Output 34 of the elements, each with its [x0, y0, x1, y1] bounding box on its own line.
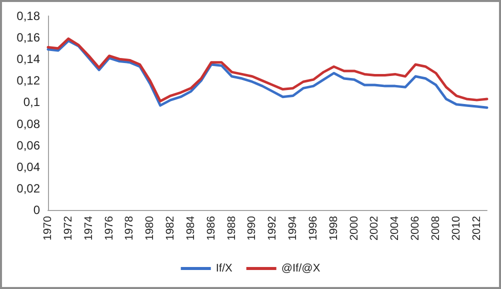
x-tick-label: 2002	[368, 216, 381, 240]
x-tick-label: 2008	[430, 216, 442, 240]
x-tick-label: 2010	[450, 216, 462, 240]
x-tick-label: 2004	[389, 216, 402, 240]
x-tick-label: 1984	[184, 216, 197, 240]
y-tick-label: 0,08	[16, 116, 40, 131]
y-tick-label: 0,16	[16, 30, 40, 45]
x-tick-label: 1996	[307, 216, 320, 240]
x-tick-label: 1978	[124, 216, 136, 240]
y-tick-label: 0	[33, 203, 40, 217]
y-tick-label: 0,06	[16, 138, 40, 152]
x-tick-label: 2000	[348, 216, 360, 240]
x-tick-label: 1986	[205, 216, 218, 240]
y-tick-label: 0,14	[16, 52, 40, 66]
y-tick-label: 0,18	[16, 9, 40, 23]
x-tick-label: 1998	[328, 216, 340, 240]
legend-label: @If/@X	[281, 262, 321, 274]
x-tick-label: 1994	[287, 216, 300, 240]
y-tick-label: 0,12	[16, 74, 40, 88]
y-tick-label: 0,1	[23, 95, 40, 110]
y-tick-label: 0,04	[16, 160, 40, 174]
legend-label: If/X	[216, 262, 233, 274]
x-tick-label: 1970	[42, 216, 54, 240]
x-tick-label: 1974	[82, 216, 95, 240]
y-tick-label: 0,02	[16, 181, 40, 196]
x-tick-label: 1988	[226, 216, 238, 240]
x-tick-label: 1990	[246, 216, 258, 240]
x-tick-label: 2006	[410, 216, 422, 240]
x-tick-label: 2012	[470, 216, 483, 240]
x-tick-label: 1976	[103, 216, 116, 240]
x-tick-label: 1992	[266, 216, 279, 240]
x-tick-label: 1972	[62, 216, 74, 240]
x-tick-label: 1982	[164, 216, 177, 240]
x-tick-label: 1980	[144, 216, 156, 240]
